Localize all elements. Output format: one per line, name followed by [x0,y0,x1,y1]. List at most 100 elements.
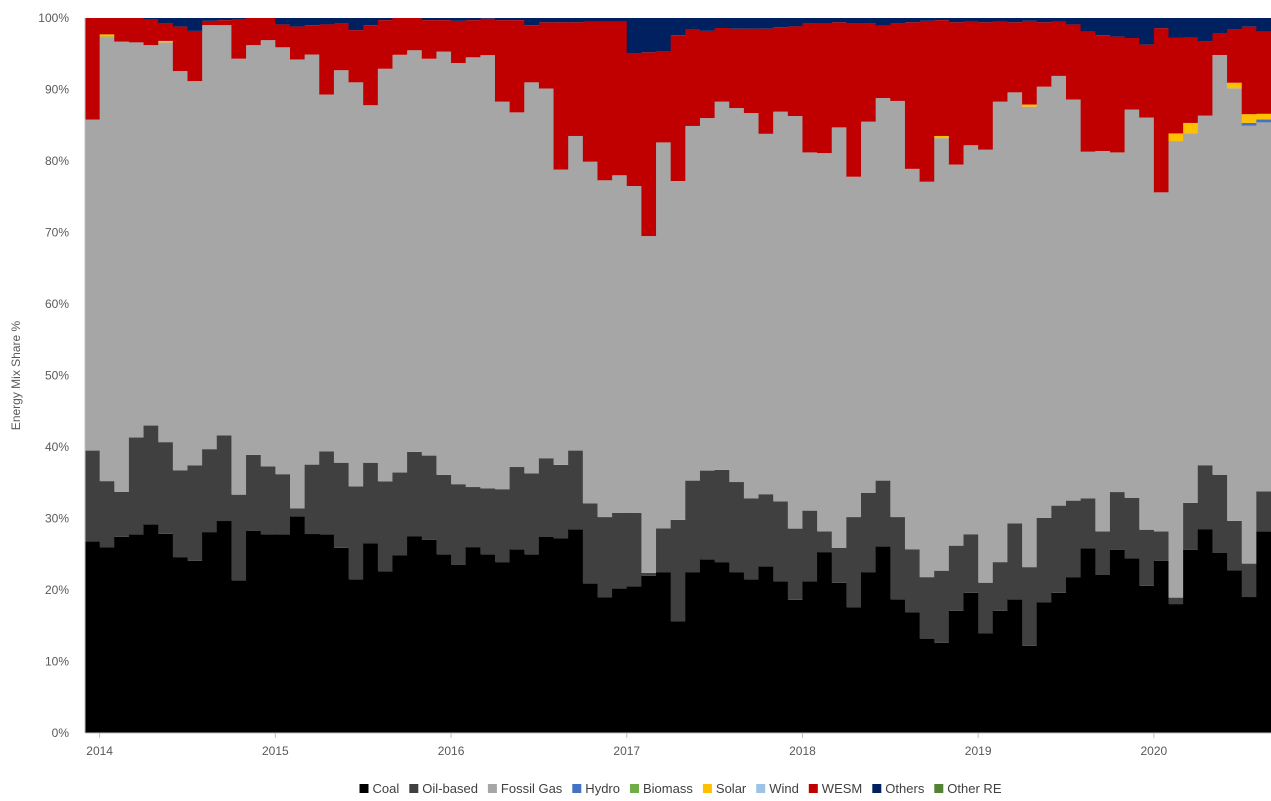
bar-segment-coal-2016-12 [612,588,628,733]
legend-swatch [934,784,944,793]
bar-segment-oil-based-2016-04 [494,489,511,563]
bar-segment-fossil-gas-2014-10 [231,58,247,495]
bar-segment-coal-2015-10 [407,536,423,733]
bar-segment-wesm-2019-12 [1139,44,1155,118]
bar-segment-others-2017-12 [787,18,804,27]
bar-segment-fossil-gas-2016-04 [494,101,511,490]
bar-segment-fossil-gas-2016-02 [465,57,481,488]
bar-segment-wesm-2015-08 [377,20,394,69]
bar-segment-coal-2016-03 [480,554,496,733]
bar-segment-coal-2018-04 [846,607,862,733]
bar-segment-others-2016-04 [494,18,511,21]
bar-segment-coal-2017-02 [641,575,657,733]
bar-segment-others-2017-07 [714,18,730,29]
bar-segment-fossil-gas-2017-04 [670,181,686,520]
bar-segment-oil-based-2015-04 [319,451,335,535]
bar-segment-coal-2017-09 [743,579,760,733]
bar-segment-fossil-gas-2018-06 [875,98,891,481]
bar-segment-wesm-2017-05 [685,29,701,126]
bar-segment-coal-2018-12 [963,592,979,733]
bar-segment-oil-based-2016-10 [582,503,599,584]
bar-segment-oil-based-2019-06 [1051,505,1067,593]
bar-segment-fossil-gas-2017-06 [699,118,716,471]
legend-label: Coal [373,781,400,796]
bar-segment-oil-based-2019-07 [1066,500,1082,578]
bar-segment-fossil-gas-2017-05 [685,125,701,481]
bar-segment-coal-2016-07 [538,536,555,733]
legend-item-wesm: WESM [808,781,862,796]
bar-segment-wesm-2018-02 [817,23,833,154]
bar-segment-coal-2015-02 [289,516,306,733]
bar-segment-others-2018-09 [919,18,935,21]
bar-segment-fossil-gas-2014-04 [143,45,159,426]
bar-segment-fossil-gas-2016-08 [553,169,569,465]
y-tick-label: 80% [45,154,69,168]
bar-segment-others-2018-02 [817,18,833,23]
bar-segment-oil-based-2014-09 [216,435,233,522]
x-tick-label: 2020 [1141,744,1168,758]
bar-segment-coal-2018-11 [948,610,965,733]
bar-segment-wesm-2019-10 [1109,36,1126,153]
bar-segment-others-2016-09 [568,18,584,23]
bar-segment-others-2015-04 [319,18,335,25]
bar-segment-oil-based-2017-06 [699,470,716,560]
bar-segment-oil-based-2015-11 [421,455,438,540]
bar-segment-coal-2017-06 [699,559,716,733]
bar-segment-fossil-gas-2019-02 [992,101,1009,563]
bar-segment-oil-based-2014-12 [260,466,276,535]
legend-label: Wind [769,781,799,796]
bar-segment-fossil-gas-2014-01 [99,37,115,482]
bar-segment-fossil-gas-2017-07 [714,101,730,470]
bar-segment-fossil-gas-2017-10 [758,133,774,495]
legend-label: Oil-based [422,781,478,796]
bar-segment-coal-2019-10 [1109,549,1126,733]
bar-segment-oil-based-2017-12 [787,528,804,600]
bar-segment-oil-based-2016-02 [465,487,481,548]
bar-segment-fossil-gas-2013-12 [85,119,101,451]
bar-segment-wesm-2015-11 [421,20,438,59]
bar-segment-fossil-gas-2014-03 [128,42,145,438]
bar-segment-fossil-gas-2018-07 [890,100,906,518]
bar-segment-wesm-2017-03 [656,51,672,143]
bar-segment-wesm-2018-09 [919,20,935,182]
bar-segment-others-2018-10 [934,18,950,21]
y-tick-label: 90% [45,83,69,97]
bar-segment-oil-based-2016-05 [509,467,525,550]
bar-segment-oil-based-2020-03 [1183,502,1199,550]
bar-segment-others-2017-11 [773,18,789,28]
bar-segment-others-2020-02 [1168,18,1184,38]
bar-segment-coal-2018-08 [904,612,921,733]
bar-segment-fossil-gas-2015-08 [377,68,394,482]
bar-segment-oil-based-2014-10 [231,494,247,581]
bar-segment-others-2020-07 [1241,18,1257,27]
bar-segment-others-2015-07 [363,18,379,26]
bar-segment-oil-based-2015-05 [333,462,350,548]
bar-segment-oil-based-2013-12 [85,450,101,542]
bar-segment-fossil-gas-2014-11 [246,45,262,455]
bar-segment-coal-2014-03 [128,534,145,733]
bar-segment-coal-2019-12 [1139,585,1155,733]
x-tick-label: 2018 [789,744,816,758]
bar-segment-wesm-2017-10 [758,28,774,134]
bar-segment-coal-2016-08 [553,538,569,733]
bar-segment-oil-based-2020-07 [1241,563,1257,598]
bar-segment-hydro-2020-08 [1256,119,1271,123]
bar-segment-wesm-2020-06 [1227,29,1243,83]
bar-segment-others-2019-04 [1022,18,1038,21]
bar-segment-coal-2015-01 [275,534,291,733]
bar-segment-coal-2014-04 [143,524,159,733]
bar-segment-oil-based-2015-08 [377,481,394,572]
bar-segment-others-2019-08 [1080,18,1096,32]
legend-label: Solar [716,781,747,796]
bar-segment-wesm-2019-04 [1022,20,1038,105]
bar-segment-wesm-2020-02 [1168,37,1184,134]
bar-segment-oil-based-2020-08 [1256,491,1271,532]
bar-segment-others-2019-09 [1095,18,1111,36]
bar-segment-fossil-gas-2014-12 [260,40,276,467]
bar-segment-others-2016-02 [465,18,481,21]
bar-segment-others-2019-12 [1139,18,1155,45]
bar-segment-coal-2016-01 [451,564,467,733]
bar-segment-others-2016-01 [451,18,467,21]
bar-segment-others-2020-04 [1197,18,1214,42]
bar-segment-solar-2020-07 [1241,114,1257,123]
